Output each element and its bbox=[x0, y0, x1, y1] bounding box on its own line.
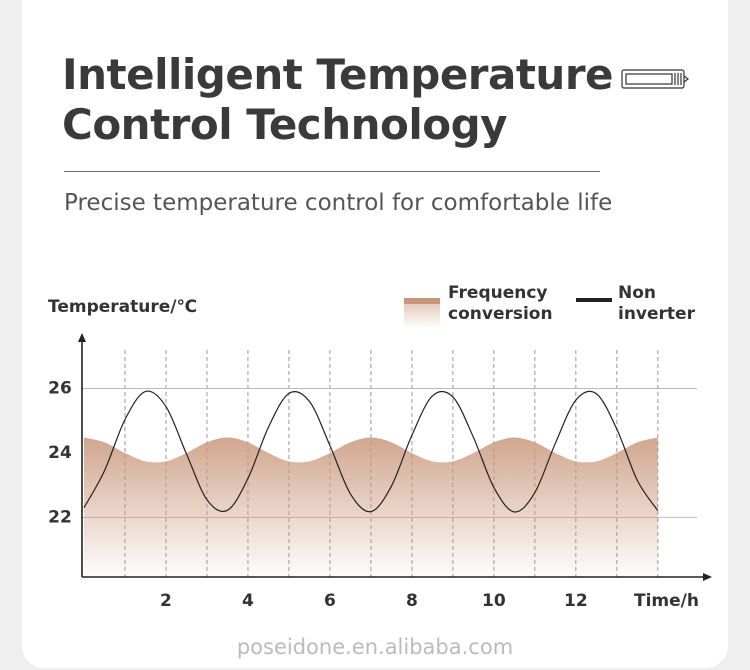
legend-label: Non inverter bbox=[618, 283, 695, 324]
x-tick-label: 12 bbox=[564, 591, 588, 611]
x-axis-label: Time/h bbox=[634, 591, 699, 611]
subtitle: Precise temperature control for comforta… bbox=[64, 190, 613, 216]
x-tick-label: 4 bbox=[242, 591, 254, 611]
x-tick-label: 6 bbox=[324, 591, 336, 611]
legend-swatch bbox=[404, 298, 440, 304]
legend-swatch bbox=[576, 298, 612, 302]
x-tick-label: 10 bbox=[482, 591, 506, 611]
legend-label: Frequency conversion bbox=[448, 283, 553, 324]
y-tick-label: 24 bbox=[48, 443, 72, 463]
watermark: poseidone.en.alibaba.com bbox=[237, 635, 513, 659]
x-tick-label: 2 bbox=[160, 591, 172, 611]
x-tick-label: 8 bbox=[406, 591, 418, 611]
line bbox=[83, 390, 659, 513]
area bbox=[84, 437, 658, 577]
y-axis-label: Temperature/℃ bbox=[48, 297, 197, 317]
axis bbox=[81, 335, 710, 578]
y-tick-label: 26 bbox=[48, 379, 72, 399]
divider bbox=[64, 171, 600, 172]
title-line: Control Technology bbox=[62, 100, 508, 149]
battery-icon bbox=[621, 69, 689, 89]
legend-swatch bbox=[404, 304, 440, 328]
title-line: Intelligent Temperature bbox=[62, 50, 614, 99]
y-tick-label: 22 bbox=[48, 507, 72, 527]
